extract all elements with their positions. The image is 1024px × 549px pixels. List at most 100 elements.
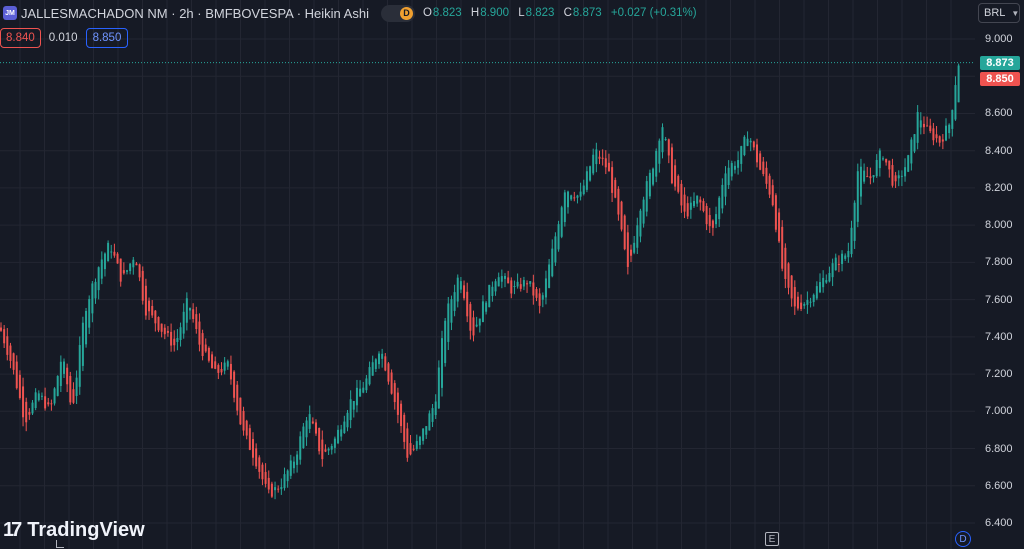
candle-body: [321, 439, 324, 460]
candle-body: [585, 171, 588, 190]
candle-body: [494, 281, 497, 292]
candle-body: [929, 125, 932, 132]
candle-body: [302, 426, 305, 449]
candle-body: [957, 65, 960, 103]
price-tick-label: 8.000: [985, 219, 1013, 232]
candle-body: [730, 163, 733, 177]
candle-body: [201, 333, 204, 357]
candle-body: [274, 487, 277, 491]
symbol-title[interactable]: JALLESMACHADON NM · 2h · BMFBOVESPA · He…: [21, 5, 369, 21]
candle-body: [579, 191, 582, 197]
candle-body: [31, 402, 34, 414]
candle-body: [715, 214, 718, 225]
candle-body: [787, 263, 790, 288]
candle-body: [378, 353, 380, 365]
candle-body: [544, 278, 547, 298]
candle-body: [195, 314, 198, 330]
candle-body: [614, 180, 617, 198]
sell-price-button[interactable]: 8.840: [0, 28, 41, 48]
candle-body: [592, 154, 595, 174]
candle-body: [743, 136, 746, 156]
symbol-logo-icon[interactable]: JM: [3, 6, 17, 20]
candle-body: [863, 170, 866, 182]
candle-body: [346, 412, 349, 428]
candle-body: [437, 367, 440, 409]
candle-body: [148, 300, 151, 312]
price-tick-label: 6.600: [985, 479, 1013, 492]
candle-body: [834, 257, 837, 271]
candle-body: [211, 354, 214, 369]
candle-body: [63, 361, 65, 374]
candle-body: [185, 298, 188, 323]
candle-body: [910, 139, 913, 164]
earnings-marker[interactable]: E: [765, 532, 779, 546]
candle-body: [859, 166, 862, 197]
candle-body: [267, 477, 270, 490]
candle-body: [431, 408, 434, 422]
candle-body: [705, 205, 708, 225]
candle-body: [463, 285, 466, 299]
candle-body: [229, 363, 232, 380]
tradingview-logo[interactable]: 17 TradingView: [3, 519, 145, 542]
candle-body: [75, 377, 78, 397]
candle-body: [28, 412, 31, 415]
candle-body: [292, 461, 295, 469]
candle-body: [425, 426, 428, 435]
candle-body: [135, 263, 138, 266]
candle-body: [138, 264, 141, 278]
candle-body: [655, 150, 658, 177]
candle-body: [831, 263, 834, 278]
candle-body: [837, 263, 840, 265]
candle-body: [670, 147, 673, 184]
candle-body: [126, 270, 128, 272]
currency-selector[interactable]: BRL ▼: [978, 3, 1020, 23]
candle-body: [598, 156, 601, 159]
candle-body: [756, 144, 758, 163]
candle-body: [132, 259, 135, 268]
candle-body: [913, 134, 916, 152]
candle-body: [800, 302, 803, 310]
change-value: +0.027 (+0.31%): [610, 7, 697, 19]
candle-body: [311, 421, 314, 424]
candle-body: [340, 429, 343, 437]
candle-body: [582, 185, 585, 195]
price-tick-label: 7.800: [985, 256, 1013, 269]
candle-body: [538, 293, 541, 306]
candle-body: [841, 253, 844, 264]
chart-corner-icon[interactable]: [56, 540, 64, 548]
data-status-pill[interactable]: D: [380, 4, 415, 22]
tradingview-logo-icon: 17: [3, 519, 22, 541]
dividend-marker[interactable]: D: [955, 531, 971, 547]
candle-body: [189, 308, 191, 311]
candle-body: [790, 275, 793, 299]
candle-body: [226, 361, 229, 367]
candle-body: [900, 175, 903, 177]
candle-body: [481, 301, 484, 323]
candle-body: [66, 367, 69, 385]
candle-body: [103, 253, 106, 270]
candle-body: [796, 296, 799, 309]
candle-body: [3, 329, 6, 344]
candle-body: [343, 421, 346, 433]
candle-body: [18, 374, 21, 399]
candle-body: [365, 378, 368, 391]
candle-body: [740, 146, 743, 164]
candle-body: [721, 184, 724, 209]
candle-body: [12, 353, 15, 370]
candle-body: [686, 203, 689, 217]
candle-body: [450, 299, 453, 323]
candle-body: [242, 411, 245, 431]
buy-price-button[interactable]: 8.850: [85, 28, 129, 48]
candle-body: [551, 248, 554, 277]
candle-body: [708, 215, 711, 227]
open-label: O: [422, 7, 432, 19]
candle-body: [916, 112, 919, 143]
candle-body: [822, 277, 825, 288]
candle-body: [724, 173, 727, 197]
candle-body: [611, 167, 614, 193]
price-tick-label: 7.200: [985, 368, 1013, 381]
candle-body: [639, 210, 642, 237]
candle-body: [869, 176, 872, 179]
